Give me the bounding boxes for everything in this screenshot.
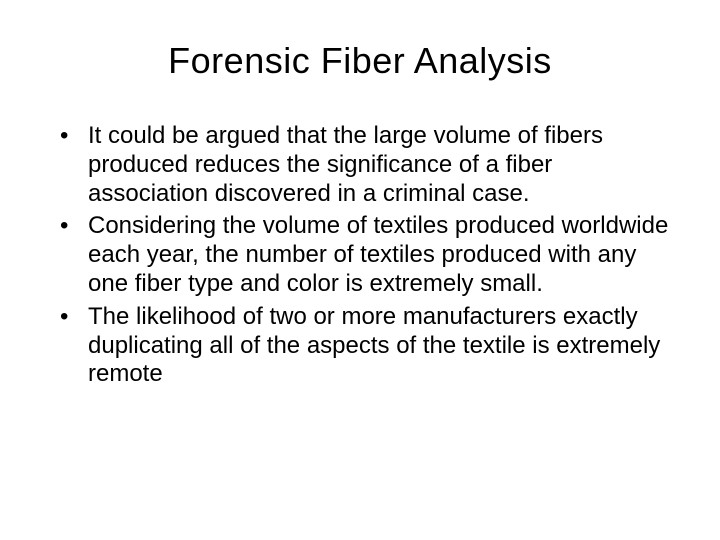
bullet-item: The likelihood of two or more manufactur…	[60, 303, 670, 389]
bullet-list: It could be argued that the large volume…	[40, 122, 680, 389]
bullet-item: Considering the volume of textiles produ…	[60, 212, 670, 298]
slide: Forensic Fiber Analysis It could be argu…	[0, 0, 720, 540]
slide-title: Forensic Fiber Analysis	[40, 40, 680, 82]
bullet-item: It could be argued that the large volume…	[60, 122, 670, 208]
